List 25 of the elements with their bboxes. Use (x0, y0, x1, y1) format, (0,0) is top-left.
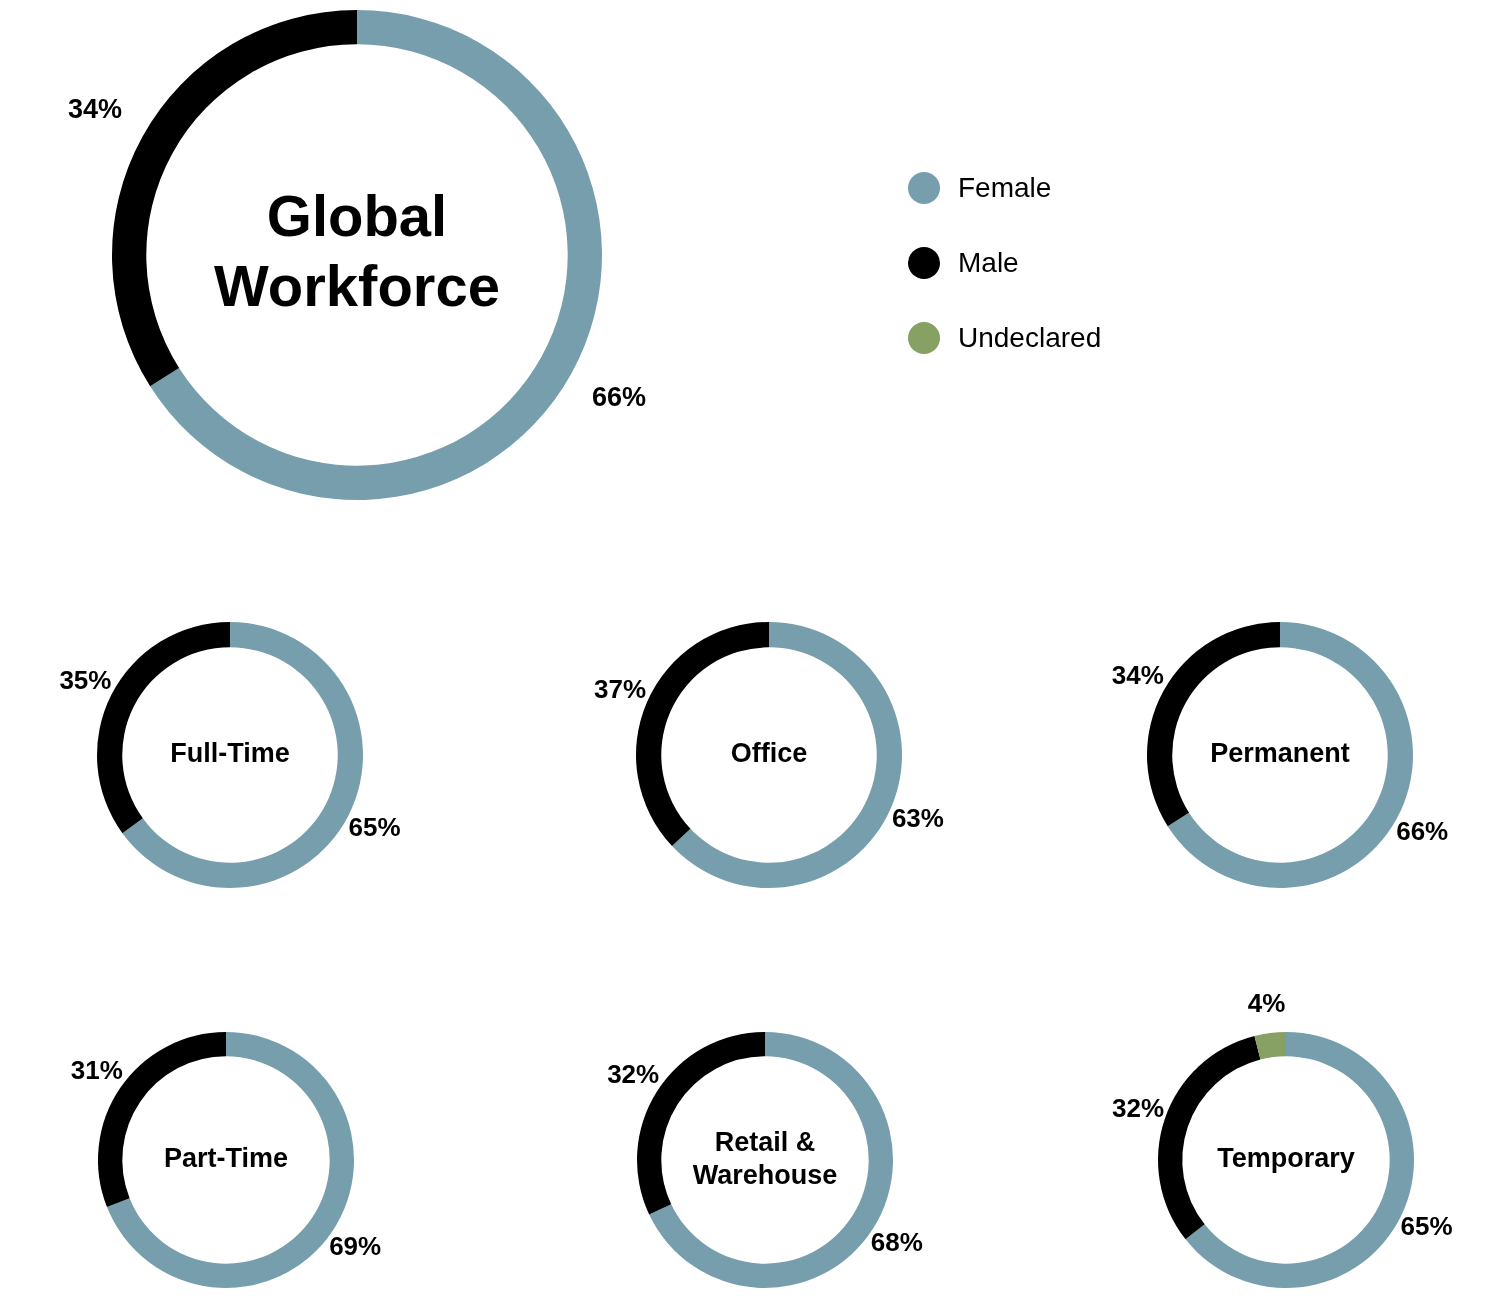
data-label: 35% (59, 664, 112, 695)
data-label: 63% (891, 802, 944, 833)
data-label: 34% (1111, 660, 1164, 690)
text: Temporary (1217, 1143, 1355, 1174)
data-label: 34% (68, 94, 123, 125)
legend-label: Female (958, 172, 1052, 204)
data-label: 32% (1112, 1093, 1165, 1124)
data-label: 4% (1247, 988, 1286, 1019)
text: Permanent (1210, 738, 1350, 769)
data-label: 65% (348, 811, 401, 842)
legend-label: Undeclared (958, 322, 1102, 354)
data-label: 65% (1400, 1211, 1453, 1242)
legend-label: Male (958, 247, 1019, 279)
data-label: 32% (607, 1059, 660, 1090)
text: Full-Time (170, 738, 290, 769)
text: Retail & Warehouse (692, 1127, 838, 1190)
text: Part-Time (163, 1143, 289, 1174)
text: Global Workforce (214, 183, 500, 318)
data-label: 66% (1396, 816, 1449, 847)
data-label: 31% (70, 1055, 123, 1086)
data-label: 68% (870, 1226, 923, 1257)
text: Office (730, 738, 808, 769)
data-label: 66% (591, 382, 646, 413)
data-label: 69% (329, 1230, 382, 1261)
data-label: 37% (594, 673, 647, 704)
